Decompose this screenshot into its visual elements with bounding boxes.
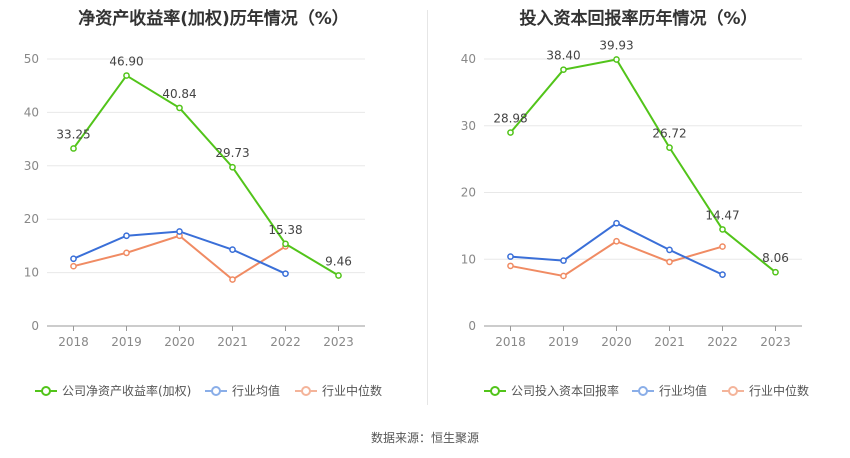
- data-label: 40.84: [162, 87, 196, 101]
- data-point-company: [560, 66, 567, 74]
- data-point-company: [123, 72, 130, 79]
- legend-label: 行业均值: [232, 383, 280, 398]
- data-label: 26.72: [652, 127, 686, 141]
- data-label: 33.25: [56, 127, 90, 141]
- data-point-company: [282, 240, 289, 248]
- data-label: 15.38: [268, 223, 302, 237]
- data-point-industry-median: [613, 237, 620, 245]
- x-tick-label: 2020: [601, 335, 632, 349]
- y-tick-label: 50: [24, 52, 39, 66]
- data-point-industry-avg: [123, 232, 130, 240]
- data-point-industry-avg: [507, 253, 514, 260]
- y-tick-label: 30: [24, 159, 39, 173]
- y-tick-label: 40: [461, 52, 476, 66]
- legend-item-industry-avg[interactable]: 行业均值: [205, 383, 280, 398]
- y-tick-label: 0: [31, 319, 39, 333]
- data-point-company: [229, 163, 236, 171]
- data-point-industry-median: [666, 258, 673, 266]
- data-point-industry-avg: [560, 257, 567, 264]
- legend-marker-icon: [490, 386, 500, 396]
- data-point-company: [507, 129, 514, 136]
- data-point-industry-median: [719, 243, 726, 250]
- data-source: 数据来源：恒生聚源: [370, 431, 479, 445]
- x-tick-label: 2023: [323, 335, 354, 349]
- series-line-company: [509, 58, 777, 273]
- legend-label: 公司净资产收益率(加权): [62, 383, 191, 398]
- data-point-industry-avg: [229, 246, 236, 253]
- x-tick-label: 2021: [654, 335, 685, 349]
- data-point-company: [176, 104, 183, 112]
- legend-label: 行业均值: [659, 383, 707, 398]
- y-tick-label: 20: [24, 212, 39, 226]
- series-line-industry-avg: [510, 222, 723, 276]
- legend-marker-icon: [638, 386, 648, 396]
- legend-item-company[interactable]: 公司净资产收益率(加权): [35, 383, 191, 398]
- legend-marker-icon: [41, 386, 51, 396]
- x-tick-label: 2022: [707, 335, 738, 349]
- data-label: 46.90: [109, 55, 143, 69]
- data-point-company: [613, 56, 620, 63]
- data-point-company: [719, 226, 726, 233]
- y-tick-label: 0: [468, 319, 476, 333]
- data-label: 8.06: [762, 251, 789, 265]
- series-line-company: [72, 74, 340, 277]
- roe-chart: 0 10 20 30 40 50 2018 2019 2020 2021 2022 2023 33.25…: [24, 52, 382, 398]
- legend-marker-icon: [301, 386, 311, 396]
- data-point-industry-median: [229, 276, 236, 283]
- data-point-industry-avg: [613, 219, 620, 227]
- x-tick-label: 2023: [760, 335, 791, 349]
- legend-item-industry-median[interactable]: 行业中位数: [295, 383, 382, 398]
- chart-title-roe: 净资产收益率(加权)历年情况（%）: [78, 9, 349, 29]
- data-label: 14.47: [705, 208, 739, 222]
- data-point-industry-median: [70, 262, 77, 270]
- data-point-company: [70, 145, 77, 152]
- data-point-company: [666, 144, 673, 151]
- data-point-industry-avg: [666, 246, 673, 254]
- x-tick-label: 2019: [111, 335, 142, 349]
- legend-item-company[interactable]: 公司投入资本回报率: [484, 383, 619, 398]
- legend-item-industry-median[interactable]: 行业中位数: [722, 383, 809, 398]
- x-tick-label: 2019: [548, 335, 579, 349]
- data-label: 39.93: [599, 38, 633, 52]
- data-point-industry-avg: [282, 270, 289, 278]
- chart-title-roic: 投入资本回报率历年情况（%）: [519, 9, 758, 29]
- data-label: 29.73: [215, 146, 249, 160]
- legend-item-industry-avg[interactable]: 行业均值: [632, 383, 707, 398]
- roic-chart: 0 10 20 30 40 2018 2019 2020 2021 2022 2023 28.98 38…: [461, 38, 809, 398]
- data-point-company: [772, 268, 779, 276]
- x-tick-label: 2021: [217, 335, 248, 349]
- data-point-industry-avg: [70, 255, 77, 263]
- y-tick-label: 30: [461, 119, 476, 133]
- y-tick-label: 40: [24, 105, 39, 119]
- x-tick-label: 2022: [270, 335, 301, 349]
- data-label: 9.46: [325, 254, 352, 268]
- data-point-industry-avg: [176, 228, 183, 235]
- data-point-industry-median: [123, 249, 130, 257]
- data-point-company: [335, 272, 342, 279]
- legend-label: 行业中位数: [322, 383, 382, 398]
- legend-label: 行业中位数: [749, 383, 809, 398]
- legend-label: 公司投入资本回报率: [511, 383, 619, 398]
- x-tick-label: 2018: [58, 335, 89, 349]
- y-tick-label: 20: [461, 186, 476, 200]
- data-point-industry-median: [507, 262, 514, 270]
- data-point-industry-avg: [719, 271, 726, 278]
- data-label: 28.98: [493, 112, 527, 126]
- x-tick-label: 2018: [495, 335, 526, 349]
- legend-marker-icon: [728, 386, 738, 396]
- y-tick-label: 10: [461, 252, 476, 266]
- x-tick-label: 2020: [164, 335, 195, 349]
- data-point-industry-median: [560, 272, 567, 280]
- legend-marker-icon: [211, 386, 221, 396]
- y-tick-label: 10: [24, 266, 39, 280]
- data-label: 38.40: [546, 49, 580, 63]
- chart-divider: [427, 10, 428, 405]
